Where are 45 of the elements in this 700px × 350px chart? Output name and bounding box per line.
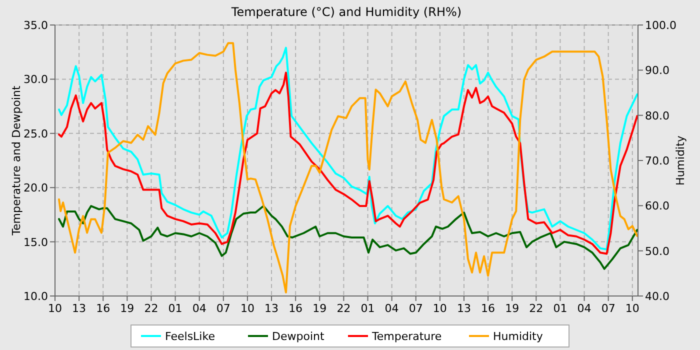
x-tick-label: 01: [553, 302, 568, 315]
x-tick-label: 01: [168, 302, 182, 315]
y2-tick-label: 100.0: [645, 19, 676, 32]
y2-tick-label: 80.0: [645, 109, 670, 122]
x-tick-label: 13: [72, 302, 86, 315]
x-tick-label: 04: [577, 302, 592, 315]
x-tick-label: 13: [456, 302, 471, 315]
x-tick-label: 16: [288, 302, 303, 315]
chart-title: Temperature (°C) and Humidity (RH%): [230, 5, 462, 19]
x-tick-label: 22: [144, 302, 158, 315]
y-tick-label: 20.0: [24, 182, 48, 195]
y2-axis-title: Humidity: [674, 135, 687, 186]
y2-tick-label: 90.0: [645, 64, 670, 78]
x-tick-label: 16: [96, 302, 110, 315]
legend-label: Humidity: [493, 330, 544, 343]
x-tick-label: 16: [481, 302, 496, 315]
x-tick-label: 01: [360, 302, 375, 315]
x-tick-label: 19: [505, 302, 520, 315]
y2-tick-label: 70.0: [645, 154, 670, 168]
legend-label: FeelsLike: [165, 330, 216, 343]
x-tick-label: 19: [312, 302, 327, 315]
x-tick-label: 10: [432, 302, 447, 315]
legend-label: Dewpoint: [272, 330, 325, 343]
y-tick-label: 15.0: [24, 236, 48, 249]
y2-tick-label: 60.0: [645, 200, 670, 213]
x-tick-label: 19: [120, 302, 134, 315]
y-tick-label: 30.0: [24, 73, 48, 86]
x-tick-label: 13: [264, 302, 279, 315]
x-tick-label: 04: [384, 302, 399, 315]
x-tick-label: 22: [336, 302, 351, 315]
x-tick-label: 07: [216, 302, 230, 315]
legend-label: Temperature: [371, 330, 442, 343]
x-tick-label: 07: [601, 302, 616, 315]
y-tick-label: 35.0: [24, 19, 48, 32]
y2-tick-label: 40.0: [645, 290, 670, 303]
y-tick-label: 10.0: [24, 290, 48, 303]
x-tick-label: 04: [192, 302, 206, 315]
y-axis-title: Temperature and Dewpoint: [10, 84, 23, 236]
x-tick-label: 10: [48, 302, 62, 315]
x-tick-label: 07: [408, 302, 423, 315]
y2-tick-label: 50.0: [645, 244, 670, 258]
x-tick-label: 10: [625, 302, 640, 315]
x-tick-label: 22: [529, 302, 544, 315]
y-tick-label: 25.0: [24, 127, 48, 140]
x-tick-label: 10: [240, 302, 254, 315]
